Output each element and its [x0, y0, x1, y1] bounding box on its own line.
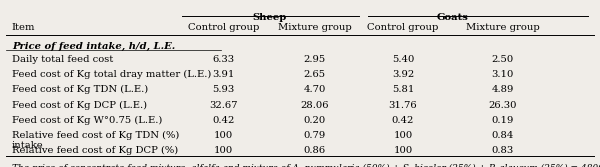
Text: Feed cost of Kg DCP (L.E.): Feed cost of Kg DCP (L.E.) — [12, 101, 147, 110]
Text: Mixture group: Mixture group — [466, 23, 540, 32]
Text: Feed cost of Kg W°0.75 (L.E.): Feed cost of Kg W°0.75 (L.E.) — [12, 116, 162, 125]
Text: Daily total feed cost: Daily total feed cost — [12, 55, 113, 64]
Text: 0.42: 0.42 — [212, 116, 235, 125]
Text: The price of concentrate feed mixture, alfalfa and mixture of A. nummularia (50%: The price of concentrate feed mixture, a… — [12, 164, 600, 167]
Text: Sheep: Sheep — [252, 13, 286, 22]
Text: 0.20: 0.20 — [304, 116, 326, 125]
Text: 6.33: 6.33 — [212, 55, 235, 64]
Text: 32.67: 32.67 — [209, 101, 238, 110]
Text: 26.30: 26.30 — [488, 101, 517, 110]
Text: 0.79: 0.79 — [304, 131, 326, 140]
Text: 2.50: 2.50 — [492, 55, 514, 64]
Text: Item: Item — [12, 23, 35, 32]
Text: 3.91: 3.91 — [212, 70, 235, 79]
Text: 100: 100 — [393, 131, 413, 140]
Text: 4.70: 4.70 — [304, 85, 326, 94]
Text: 3.92: 3.92 — [392, 70, 414, 79]
Text: Feed cost of Kg TDN (L.E.): Feed cost of Kg TDN (L.E.) — [12, 85, 148, 94]
Text: 100: 100 — [393, 146, 413, 155]
Text: Feed cost of Kg total dray matter (L.E.): Feed cost of Kg total dray matter (L.E.) — [12, 70, 211, 79]
Text: 4.89: 4.89 — [491, 85, 514, 94]
Text: 100: 100 — [214, 146, 233, 155]
Text: Control group: Control group — [188, 23, 259, 32]
Text: Goats: Goats — [437, 13, 469, 22]
Text: 5.40: 5.40 — [392, 55, 414, 64]
Text: 5.81: 5.81 — [392, 85, 414, 94]
Text: 0.42: 0.42 — [392, 116, 414, 125]
Text: Relative feed cost of Kg DCP (%): Relative feed cost of Kg DCP (%) — [12, 146, 178, 155]
Text: 0.84: 0.84 — [491, 131, 514, 140]
Text: Relative feed cost of Kg TDN (%)
intake: Relative feed cost of Kg TDN (%) intake — [12, 131, 179, 150]
Text: 0.86: 0.86 — [304, 146, 326, 155]
Text: 31.76: 31.76 — [389, 101, 417, 110]
Text: 2.65: 2.65 — [304, 70, 326, 79]
Text: 2.95: 2.95 — [304, 55, 326, 64]
Text: Price of feed intake, h/d, L.E.: Price of feed intake, h/d, L.E. — [12, 42, 175, 51]
Text: Control group: Control group — [367, 23, 439, 32]
Text: 0.19: 0.19 — [491, 116, 514, 125]
Text: 28.06: 28.06 — [301, 101, 329, 110]
Text: 5.93: 5.93 — [212, 85, 235, 94]
Text: Mixture group: Mixture group — [278, 23, 352, 32]
Text: 3.10: 3.10 — [491, 70, 514, 79]
Text: 100: 100 — [214, 131, 233, 140]
Text: 0.83: 0.83 — [492, 146, 514, 155]
